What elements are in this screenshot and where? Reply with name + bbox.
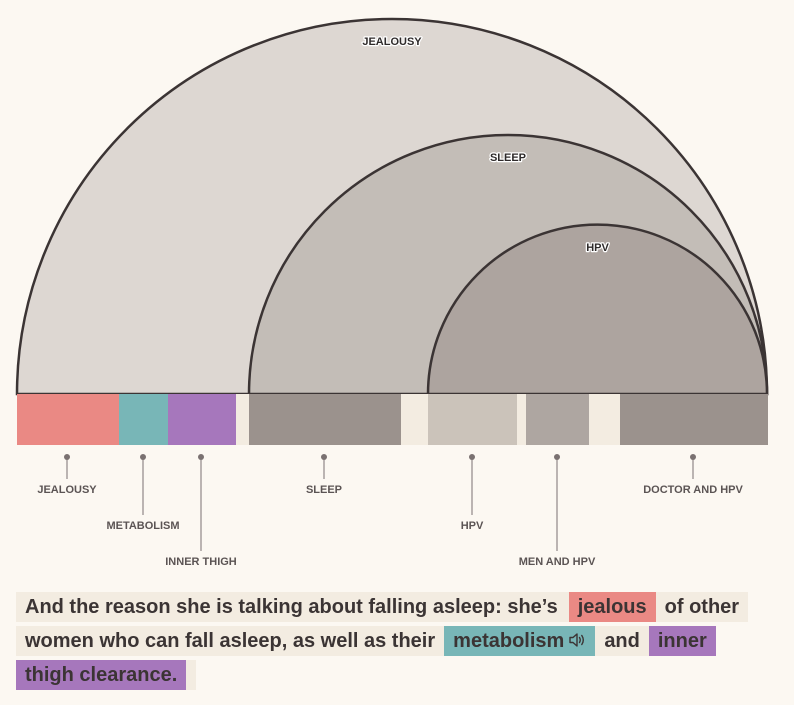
transcript-line-2: women who can fall asleep, as well as th… xyxy=(16,624,786,658)
topic-label-doctor-and-hpv: DOCTOR AND HPV xyxy=(643,484,743,496)
topic-segment-men-and-hpv[interactable] xyxy=(526,394,589,445)
topic-segment-jealousy[interactable] xyxy=(17,394,119,445)
topic-segment-sleep[interactable] xyxy=(249,394,401,445)
transcript-text: of other xyxy=(655,592,749,622)
transcript-text: And the reason she is talking about fall… xyxy=(16,592,567,622)
topic-label-men-and-hpv: MEN AND HPV xyxy=(519,556,596,568)
arcs-layer: JEALOUSY SLEEP HPV xyxy=(15,17,769,396)
transcript-text: women who can fall asleep, as well as th… xyxy=(16,626,445,656)
topic-segment-inner-thigh[interactable] xyxy=(168,394,236,445)
speaker-icon[interactable] xyxy=(568,632,586,648)
arc-label-jealousy: JEALOUSY xyxy=(362,36,422,48)
highlight-inner-thigh[interactable]: thigh clearance. xyxy=(16,660,187,690)
topic-bar xyxy=(17,394,768,445)
transcript-text: and xyxy=(595,626,649,656)
topic-arc-diagram: JEALOUSY SLEEP HPV JEALOUSY METABOLISM INNER… xyxy=(15,17,769,568)
topic-label-hpv: HPV xyxy=(461,520,484,532)
topic-label-jealousy: JEALOUSY xyxy=(37,484,97,496)
highlight-metabolism[interactable]: metabolism xyxy=(444,626,596,656)
topic-segment-hpv[interactable] xyxy=(428,394,517,445)
topic-segment-metabolism[interactable] xyxy=(119,394,168,445)
topic-segment-doctor-and-hpv[interactable] xyxy=(620,394,768,445)
arc-label-sleep: SLEEP xyxy=(490,152,526,164)
topic-label-inner-thigh: INNER THIGH xyxy=(165,556,237,568)
arc-label-hpv: HPV xyxy=(586,242,609,254)
transcript-line-3: thigh clearance. xyxy=(16,658,786,692)
arc-hpv[interactable] xyxy=(426,223,769,396)
topic-label-metabolism: METABOLISM xyxy=(106,520,179,532)
highlight-jealous[interactable]: jealous xyxy=(568,592,656,622)
transcript-line-1: And the reason she is talking about fall… xyxy=(16,590,786,624)
topic-labels: JEALOUSY METABOLISM INNER THIGH SLEEP HPV MEN… xyxy=(37,454,743,568)
highlight-inner-thigh[interactable]: inner xyxy=(648,626,716,656)
transcript: And the reason she is talking about fall… xyxy=(16,590,786,692)
topic-label-sleep: SLEEP xyxy=(306,484,342,496)
